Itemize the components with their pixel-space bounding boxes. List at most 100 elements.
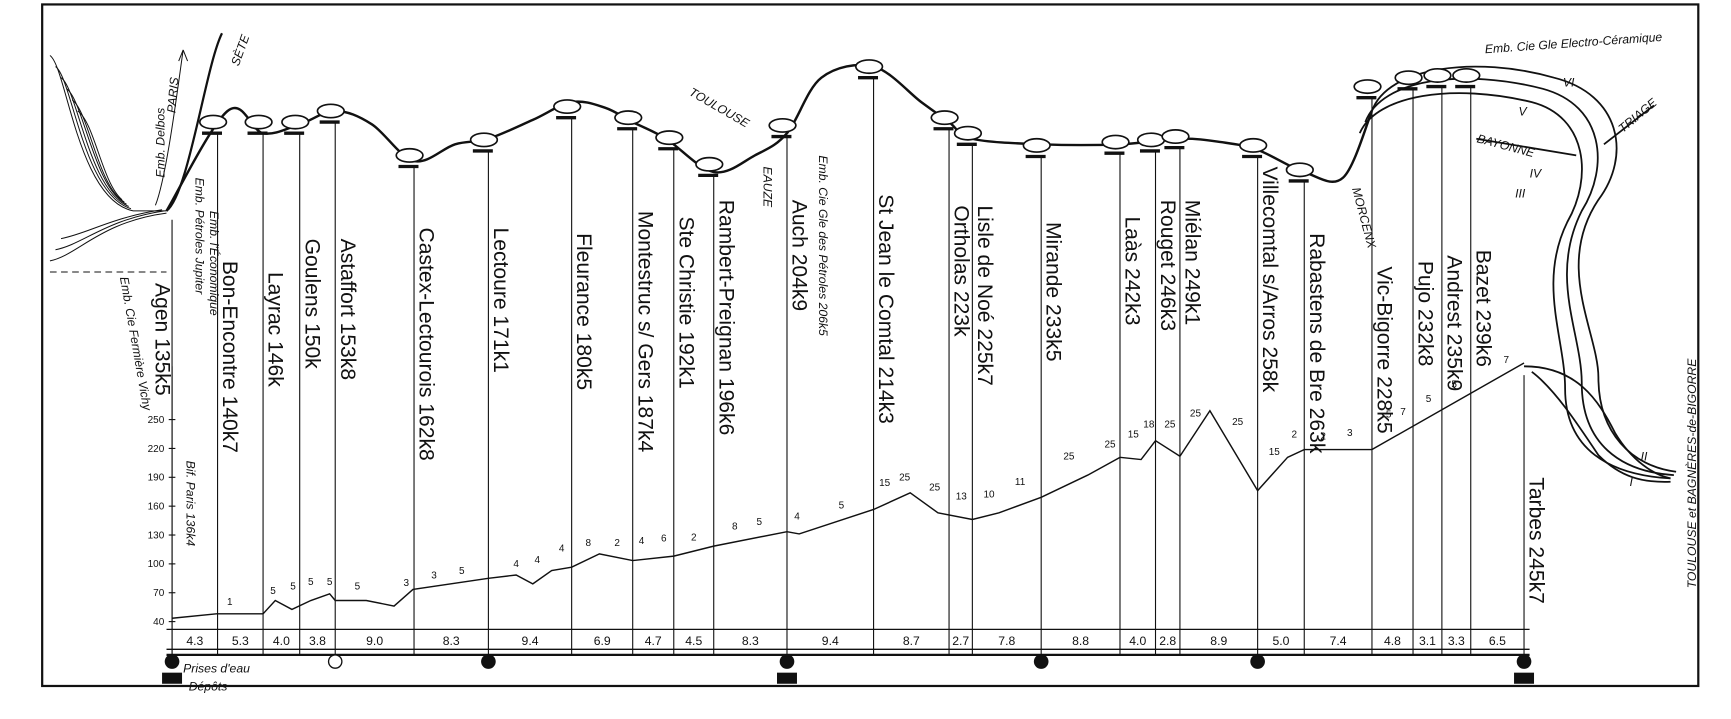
branch-label: TOULOUSE et BAGNÈRES-de-BIGORRE: [1684, 358, 1699, 589]
station-label: Andrest 235k9: [1442, 255, 1465, 391]
branch-label: Emb. Cie Gle des Pétroles 206k5: [816, 155, 830, 336]
station-label: Villecomtal s/Arros 258k: [1258, 167, 1281, 393]
station-label: Agen 135k5: [150, 283, 173, 396]
station-label: Montestruc s/ Gers 187k4: [633, 211, 656, 453]
arrow: [178, 49, 189, 62]
segment-distance: 8.3: [742, 634, 759, 648]
station-label: Bon-Encontre 140k7: [218, 261, 241, 453]
station-label: Vic-Bigorre 228k5: [1373, 266, 1396, 433]
station-building: [768, 117, 797, 133]
station-label: Layrac 146k: [264, 272, 287, 387]
branch-label: Emb. Cie Fermière Vichy: [117, 276, 154, 413]
segment-distance: 8.7: [903, 634, 920, 648]
segment-distance: 4.3: [186, 634, 203, 648]
gradient-label: 4: [639, 536, 645, 547]
gradient-label: 10: [983, 489, 995, 500]
gradient-label: 15: [879, 478, 891, 489]
station-building: [1101, 134, 1130, 150]
altitude-label: 40: [153, 617, 165, 628]
station-building: [1394, 70, 1423, 86]
segment-distance: 9.4: [522, 634, 539, 648]
loop-track: [1358, 92, 1671, 480]
station-label: Mirande 233k5: [1042, 222, 1065, 361]
gradient-label: 25: [899, 473, 911, 484]
segment-distance: 7.4: [1330, 634, 1347, 648]
track-numeral: II: [1641, 450, 1648, 464]
branch-label: Emb. Cie Gle Electro-Céramique: [1484, 30, 1662, 56]
segment-distance: 8.8: [1072, 634, 1089, 648]
depot: [777, 672, 797, 684]
station-building: [1452, 67, 1481, 83]
gradient-label: 15: [1128, 429, 1140, 440]
segment-distance: 5.3: [232, 634, 249, 648]
branch-sete: [165, 32, 223, 212]
altitude-label: 220: [148, 444, 165, 455]
gradient-label: 5: [308, 577, 314, 588]
water-point: [164, 654, 180, 669]
station-label: Lisle de Noé 225k7: [973, 205, 996, 385]
drawing: Prises d'eau Dépôts Agen 135k5 Bon-Encont…: [41, 3, 1700, 693]
station-label: Laàs 242k3: [1121, 216, 1144, 325]
depot: [162, 672, 183, 684]
gradient-label: 4: [794, 511, 800, 522]
segment-distance: 5.0: [1272, 634, 1289, 648]
yard-track: [55, 210, 165, 251]
branch-label: Emb. Delbos: [153, 108, 167, 178]
gradient-label: 18: [1143, 419, 1155, 430]
segment-distance: 8.3: [443, 634, 460, 648]
water-point: [1250, 654, 1265, 669]
station-building: [1022, 137, 1051, 153]
gradient-label: 3: [403, 578, 409, 589]
branch-label: Emb. l'Économique: [207, 211, 222, 316]
gradient-label: 8: [586, 538, 592, 549]
segment-distance: 3.1: [1419, 634, 1436, 648]
segment-distance: 4.0: [273, 634, 290, 648]
station-label: Pujo 232k8: [1414, 261, 1437, 366]
station-label: Rabastens de Bre 263k: [1305, 233, 1328, 454]
segment-distance: 4.0: [1129, 634, 1146, 648]
station-building: [1285, 162, 1314, 178]
yard-track: [55, 66, 132, 210]
gradient-label: 5: [327, 577, 333, 588]
track-numeral: IV: [1530, 167, 1543, 181]
track-numeral: III: [1515, 187, 1526, 201]
gradient-label: 6: [661, 534, 667, 545]
station-label: Auch 204k9: [788, 200, 811, 311]
station-label: Bazet 239k6: [1471, 250, 1494, 367]
station-label: Astaffort 153k8: [336, 239, 359, 380]
branch-label: BAYONNE: [1476, 131, 1537, 160]
gradient-label: 3: [431, 570, 437, 581]
loops: [1358, 65, 1677, 483]
yard-track: [49, 55, 167, 212]
yard-track: [71, 99, 125, 203]
station-building: [930, 110, 959, 126]
water-point: [327, 654, 343, 669]
gradient-label: 25: [1164, 419, 1176, 430]
segment-distance: 3.8: [309, 634, 326, 648]
gradient-label: 1: [227, 597, 233, 608]
segment-distance: 9.0: [366, 634, 383, 648]
station-building: [395, 147, 424, 163]
station-building: [281, 114, 310, 130]
gradient-label: 5: [459, 566, 465, 577]
segment-distance: 7.8: [998, 634, 1015, 648]
gradient-label: 3: [1347, 428, 1353, 439]
segment-distance: 4.8: [1384, 634, 1401, 648]
branch-label: TOULOUSE: [687, 85, 753, 131]
legend-water: Prises d'eau: [183, 662, 250, 676]
altitude-label: 160: [148, 501, 165, 512]
branch-paris: [154, 49, 184, 206]
frame: [41, 3, 1700, 688]
track-numeral: I: [1629, 475, 1633, 489]
branch-label: EAUZE: [761, 167, 775, 209]
loop-track: [1524, 365, 1671, 480]
station-building: [469, 132, 499, 148]
segment-distance: 9.4: [822, 634, 839, 648]
branch-bayonne: [1476, 137, 1577, 157]
altitude-label: 130: [148, 530, 165, 541]
station-label: Tarbes 245k7: [1525, 477, 1548, 604]
gradient-label: 13: [956, 492, 968, 503]
station-building: [1423, 67, 1452, 83]
